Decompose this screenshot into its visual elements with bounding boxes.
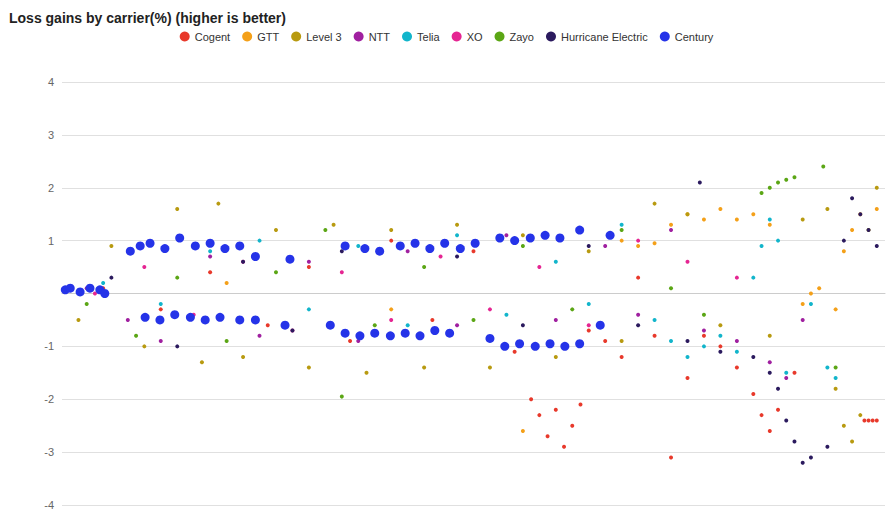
svg-text:XO: XO xyxy=(467,31,483,43)
svg-text:Century: Century xyxy=(675,31,714,43)
svg-text:NTT: NTT xyxy=(369,31,391,43)
svg-text:2: 2 xyxy=(48,182,54,194)
svg-text:Cogent: Cogent xyxy=(195,31,230,43)
svg-text:4: 4 xyxy=(48,76,54,88)
svg-text:GTT: GTT xyxy=(257,31,279,43)
svg-text:3: 3 xyxy=(48,129,54,141)
svg-text:-4: -4 xyxy=(44,499,54,511)
svg-text:-3: -3 xyxy=(44,446,54,458)
svg-text:-2: -2 xyxy=(44,393,54,405)
svg-text:Telia: Telia xyxy=(417,31,441,43)
svg-text:Hurricane Electric: Hurricane Electric xyxy=(561,31,648,43)
svg-text:-1: -1 xyxy=(44,340,54,352)
svg-text:1: 1 xyxy=(48,235,54,247)
svg-text:Zayo: Zayo xyxy=(510,31,534,43)
svg-text:Level 3: Level 3 xyxy=(306,31,341,43)
svg-text:Loss gains by carrier(%) (high: Loss gains by carrier(%) (higher is bett… xyxy=(9,10,286,26)
